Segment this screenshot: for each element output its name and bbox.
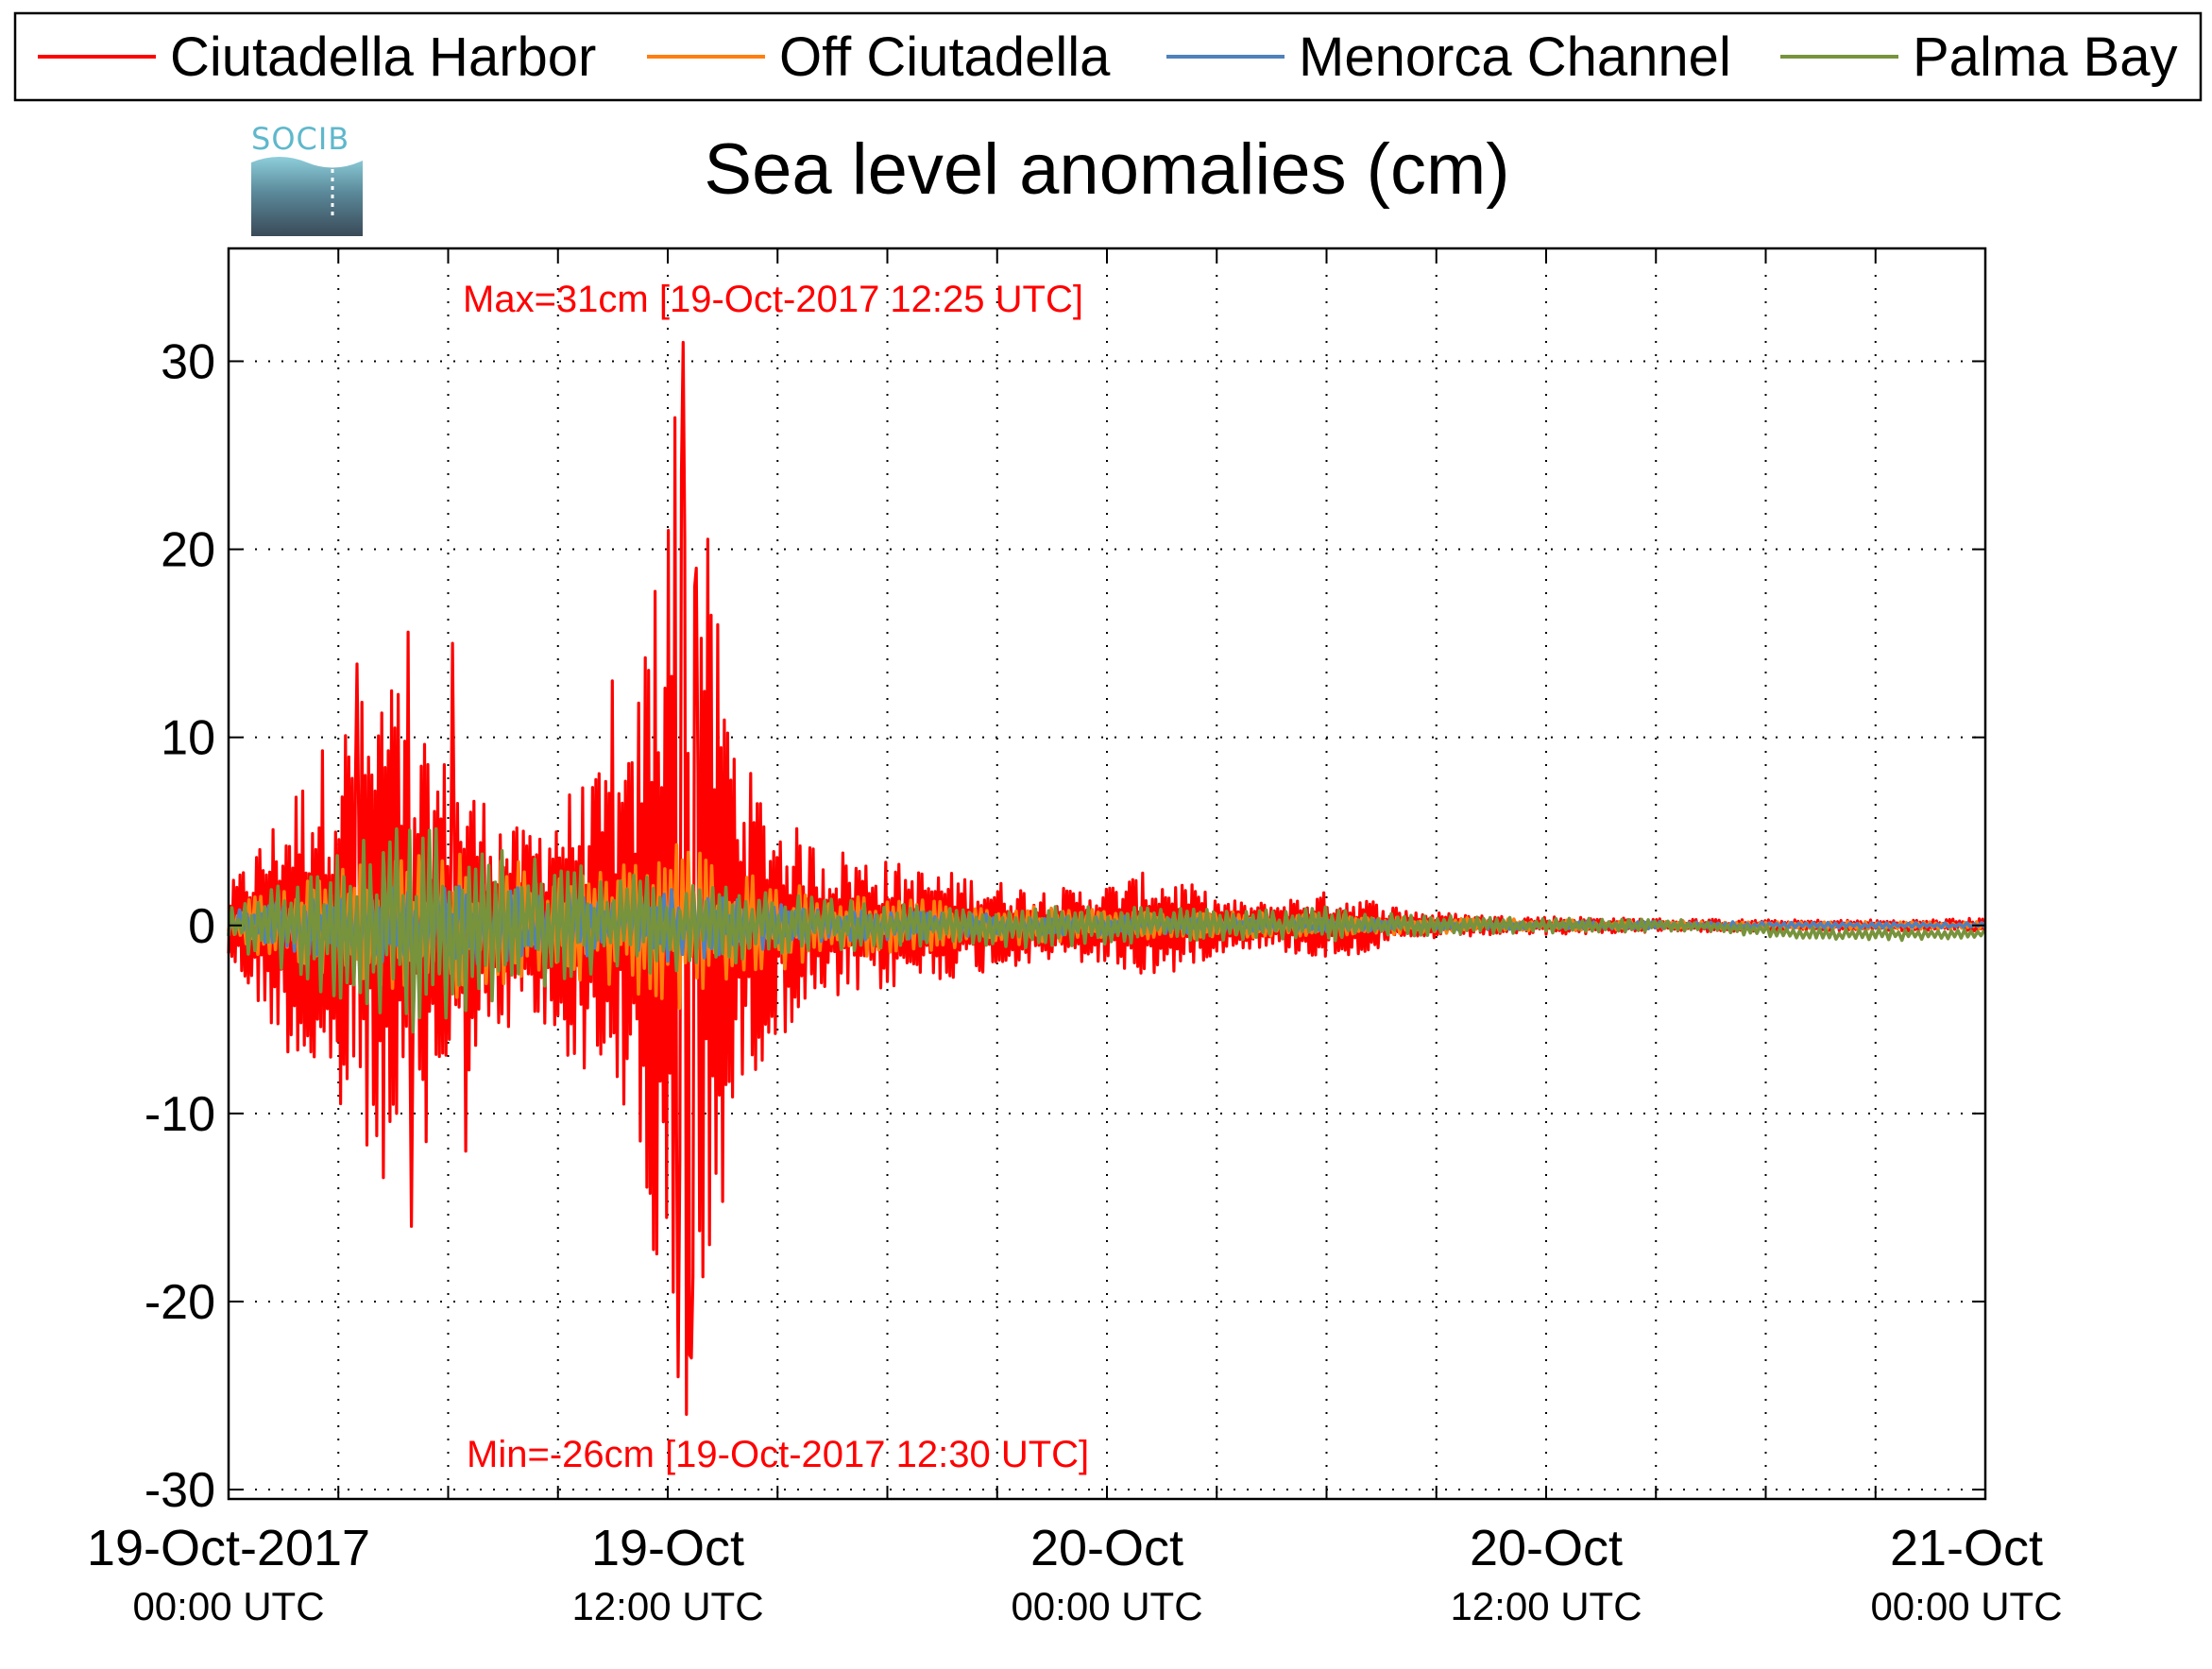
x-tick-label: 19-Oct-2017 [87, 1520, 370, 1576]
legend-label-1: Off Ciutadella [779, 26, 1111, 88]
y-tick-label: -10 [145, 1087, 215, 1142]
y-tick-label: -20 [145, 1275, 215, 1330]
min-annotation: Min=-26cm [19-Oct-2017 12:30 UTC] [467, 1434, 1089, 1475]
logo-wave [251, 156, 363, 168]
x-tick-sublabel: 12:00 UTC [1450, 1584, 1642, 1628]
x-tick-label: 21-Oct [1890, 1520, 2043, 1576]
y-tick-label: 20 [161, 523, 215, 578]
legend: Ciutadella Harbor Off Ciutadella Menorca C… [13, 11, 2203, 102]
socib-logo: SOCIB [251, 121, 363, 236]
logo-gradient-block [251, 156, 363, 236]
x-tick-sublabel: 00:00 UTC [132, 1584, 324, 1628]
y-tick-label: 0 [188, 899, 215, 954]
x-tick-label: 20-Oct [1470, 1520, 1623, 1576]
x-tick-sublabel: 00:00 UTC [1011, 1584, 1202, 1628]
x-tick-sublabel: 12:00 UTC [571, 1584, 763, 1628]
max-annotation: Max=31cm [19-Oct-2017 12:25 UTC] [463, 279, 1083, 320]
chart-title: Sea level anomalies (cm) [704, 129, 1509, 210]
legend-label-2: Menorca Channel [1299, 26, 1731, 88]
legend-label-0: Ciutadella Harbor [170, 26, 596, 88]
logo-text: SOCIB [251, 121, 349, 157]
plot-area: -30 -20 -10 0 10 20 30 19-Oct-2017 00:00 UTC 19-O… [87, 247, 2063, 1628]
y-tick-label: -30 [145, 1463, 215, 1518]
legend-label-3: Palma Bay [1913, 26, 2177, 88]
y-tick-label: 10 [161, 711, 215, 766]
x-tick-label: 20-Oct [1030, 1520, 1183, 1576]
x-tick-label: 19-Oct [591, 1520, 744, 1576]
y-tick-label: 30 [161, 334, 215, 389]
series-line-3 [227, 826, 1986, 1034]
x-tick-sublabel: 00:00 UTC [1870, 1584, 2062, 1628]
